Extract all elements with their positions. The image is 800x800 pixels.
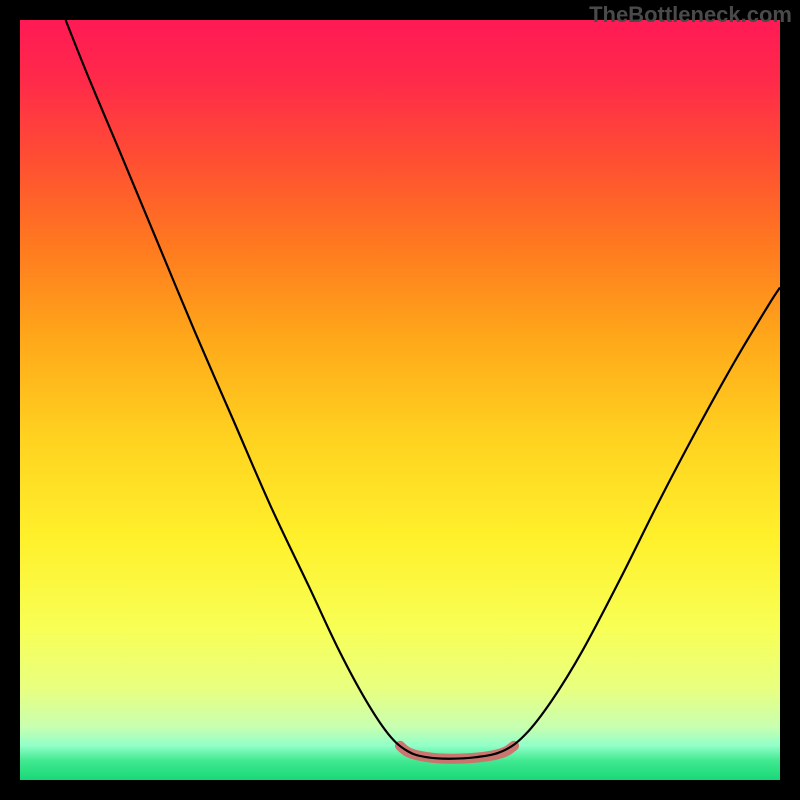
bottleneck-curve-chart bbox=[20, 20, 780, 780]
attribution-text: TheBottleneck.com bbox=[589, 2, 792, 28]
chart-plot-area bbox=[20, 20, 780, 780]
gradient-background bbox=[20, 20, 780, 780]
